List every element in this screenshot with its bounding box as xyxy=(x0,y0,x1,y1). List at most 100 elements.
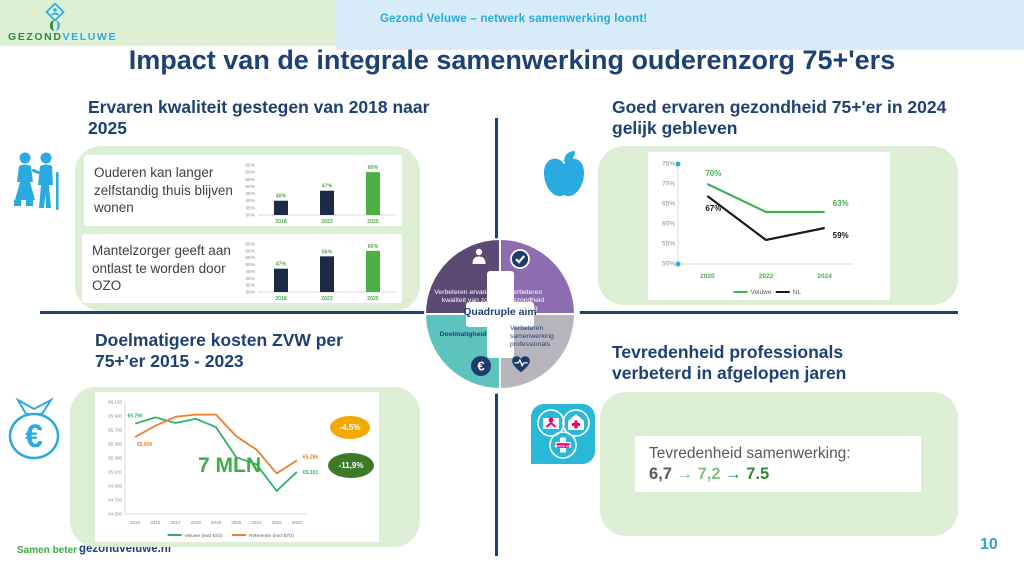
svg-text:€5.600: €5.600 xyxy=(137,442,153,448)
svg-text:56%: 56% xyxy=(322,249,333,255)
svg-text:55%: 55% xyxy=(245,177,255,183)
svg-text:€4.700: €4.700 xyxy=(108,498,122,503)
page-title: Impact van de integrale samenwerking oud… xyxy=(128,45,896,75)
logo-wordmark: GEZONDVELUWE xyxy=(8,31,117,43)
svg-text:40%: 40% xyxy=(245,198,255,204)
svg-text:60%: 60% xyxy=(245,170,255,176)
gezondheid-line-chart: 50% 55% 60% 65% 70% 75% 2020 2022 2024 70% 63% 67% 5… xyxy=(648,152,890,300)
svg-text:60%: 60% xyxy=(662,221,675,228)
tevredenheid-callout: Tevredenheid samenwerking: 6,7 → 7,2 → 7… xyxy=(635,436,921,492)
svg-text:45%: 45% xyxy=(245,191,255,197)
banner-text: Gezond Veluwe – netwerk samenwerking loo… xyxy=(380,13,648,25)
svg-text:60%: 60% xyxy=(245,248,255,254)
score-mid: 7,2 xyxy=(697,465,721,483)
tevredenheid-scores: 6,7 → 7,2 → 7.5 xyxy=(649,465,921,484)
logo-word-gezond: GEZOND xyxy=(8,31,63,43)
heading-kosten-zvw: Doelmatigere kosten ZVW per 75+'er 2015 … xyxy=(95,330,343,371)
svg-text:2018: 2018 xyxy=(275,219,287,225)
svg-text:€4.900: €4.900 xyxy=(108,484,122,489)
svg-text:30%: 30% xyxy=(245,290,255,296)
svg-text:NL: NL xyxy=(793,289,802,296)
logo-word-veluwe: VELUWE xyxy=(62,31,118,43)
apple-icon xyxy=(542,150,586,207)
euro-icon: € xyxy=(470,355,492,382)
quadruple-aim-diagram: Quadruple aim Verbeteren ervaring kwalit… xyxy=(424,238,580,394)
svg-text:45%: 45% xyxy=(245,269,255,275)
svg-text:67%: 67% xyxy=(705,204,721,213)
gezondveluwe-logo: GEZONDVELUWE xyxy=(6,2,116,44)
segment-label-gezondheid: Verbeteren gezondheid bevolking xyxy=(509,289,545,313)
svg-text:2018: 2018 xyxy=(191,520,202,525)
segment-label-doelmatigheid: Doelmatigheid xyxy=(439,331,487,338)
svg-text:60%: 60% xyxy=(368,165,379,171)
header-green-band xyxy=(0,0,336,46)
svg-text:2020: 2020 xyxy=(700,273,715,280)
svg-text:2024: 2024 xyxy=(817,273,832,280)
svg-text:2021: 2021 xyxy=(251,520,262,525)
card-mantelzorger: Mantelzorger geeft aan ontlast te worden… xyxy=(82,234,248,303)
quadruple-aim-circle: Quadruple aim Verbeteren ervaring kwalit… xyxy=(426,240,574,388)
kwaliteit-bar-chart: 30% 35% 40% 45% 50% 55% 60% 65% 2018 2023 2025 40% 4… xyxy=(238,155,402,226)
tevredenheid-callout-title: Tevredenheid samenwerking: xyxy=(649,445,851,462)
person-icon xyxy=(469,247,489,272)
svg-text:40%: 40% xyxy=(276,194,287,200)
svg-text:€: € xyxy=(25,418,43,454)
svg-text:70%: 70% xyxy=(705,169,721,178)
svg-text:55%: 55% xyxy=(662,241,675,248)
kosten-line-chart: €4.500 €4.700 €4.900 €5.100 €5.300 €5.500 €5.7… xyxy=(95,392,379,542)
svg-text:2015: 2015 xyxy=(130,520,141,525)
svg-text:2025: 2025 xyxy=(367,219,379,225)
svg-text:70%: 70% xyxy=(662,181,675,188)
svg-text:€5.790: €5.790 xyxy=(127,414,143,420)
score-end: 7.5 xyxy=(746,465,770,483)
svg-text:Veluwe (excl E/O): Veluwe (excl E/O) xyxy=(185,533,224,539)
referentie-change-badge: -4,5% xyxy=(330,416,370,439)
svg-text:50%: 50% xyxy=(245,184,255,190)
svg-text:50%: 50% xyxy=(662,261,675,268)
svg-text:€5.500: €5.500 xyxy=(108,442,122,447)
gezondveluwe-logo-icon xyxy=(40,2,70,38)
svg-text:47%: 47% xyxy=(276,262,287,268)
svg-text:2018: 2018 xyxy=(275,296,287,302)
svg-text:2020: 2020 xyxy=(231,520,242,525)
page-number: 10 xyxy=(980,536,998,553)
eerste-lijn-label: EERSTE LIJN xyxy=(555,444,572,448)
svg-text:2023: 2023 xyxy=(321,219,333,225)
svg-text:2017: 2017 xyxy=(171,520,182,525)
svg-text:€4.500: €4.500 xyxy=(108,512,122,517)
svg-text:55%: 55% xyxy=(245,255,255,261)
svg-text:€5.700: €5.700 xyxy=(108,428,122,433)
svg-text:50%: 50% xyxy=(245,262,255,268)
mantelzorger-bar-chart: 30% 35% 40% 45% 50% 55% 60% 65% 2018 2023 2025 47% 5… xyxy=(238,234,402,303)
heading-ervaren-kwaliteit: Ervaren kwaliteit gestegen van 2018 naar… xyxy=(88,97,430,138)
footer-tagline: Samen beter xyxy=(17,545,78,556)
svg-text:65%: 65% xyxy=(245,242,255,248)
svg-text:€5.100: €5.100 xyxy=(108,470,122,475)
money-bag-icon: € xyxy=(6,396,64,465)
segment-label-kwaliteit: Verbeteren ervaring kwaliteit van zorg xyxy=(434,289,494,305)
heading-ervaren-gezondheid: Goed ervaren gezondheid 75+'er in 2024 g… xyxy=(612,97,947,138)
svg-text:65%: 65% xyxy=(662,201,675,208)
veluwe-change-badge: -11,9% xyxy=(328,453,374,478)
header-blue-band xyxy=(336,0,1024,50)
svg-text:Veluwe: Veluwe xyxy=(750,289,771,296)
heading-tevredenheid: Tevredenheid professionals verbeterd in … xyxy=(612,342,847,383)
care-network-icon: EERSTE LIJN xyxy=(529,402,597,475)
svg-text:63%: 63% xyxy=(833,199,849,208)
svg-text:2025: 2025 xyxy=(367,296,379,302)
svg-text:35%: 35% xyxy=(245,283,255,289)
svg-text:2016: 2016 xyxy=(150,520,161,525)
svg-text:€6.100: €6.100 xyxy=(108,400,122,405)
svg-text:35%: 35% xyxy=(245,205,255,211)
svg-text:2023: 2023 xyxy=(321,296,333,302)
arrow-right-icon: → xyxy=(676,465,694,483)
card-ouderen-thuis: Ouderen kan langer zelfstandig thuis bli… xyxy=(84,155,250,226)
svg-text:€5.266: €5.266 xyxy=(303,454,319,460)
segment-label-samenwerking: Verbeteren samenwerking professionals xyxy=(510,325,554,349)
arrow-right-icon: → xyxy=(725,465,742,483)
svg-text:€: € xyxy=(477,359,484,374)
svg-text:65%: 65% xyxy=(245,163,255,169)
score-start: 6,7 xyxy=(649,465,672,483)
quadruple-aim-title: Quadruple aim xyxy=(463,306,537,318)
